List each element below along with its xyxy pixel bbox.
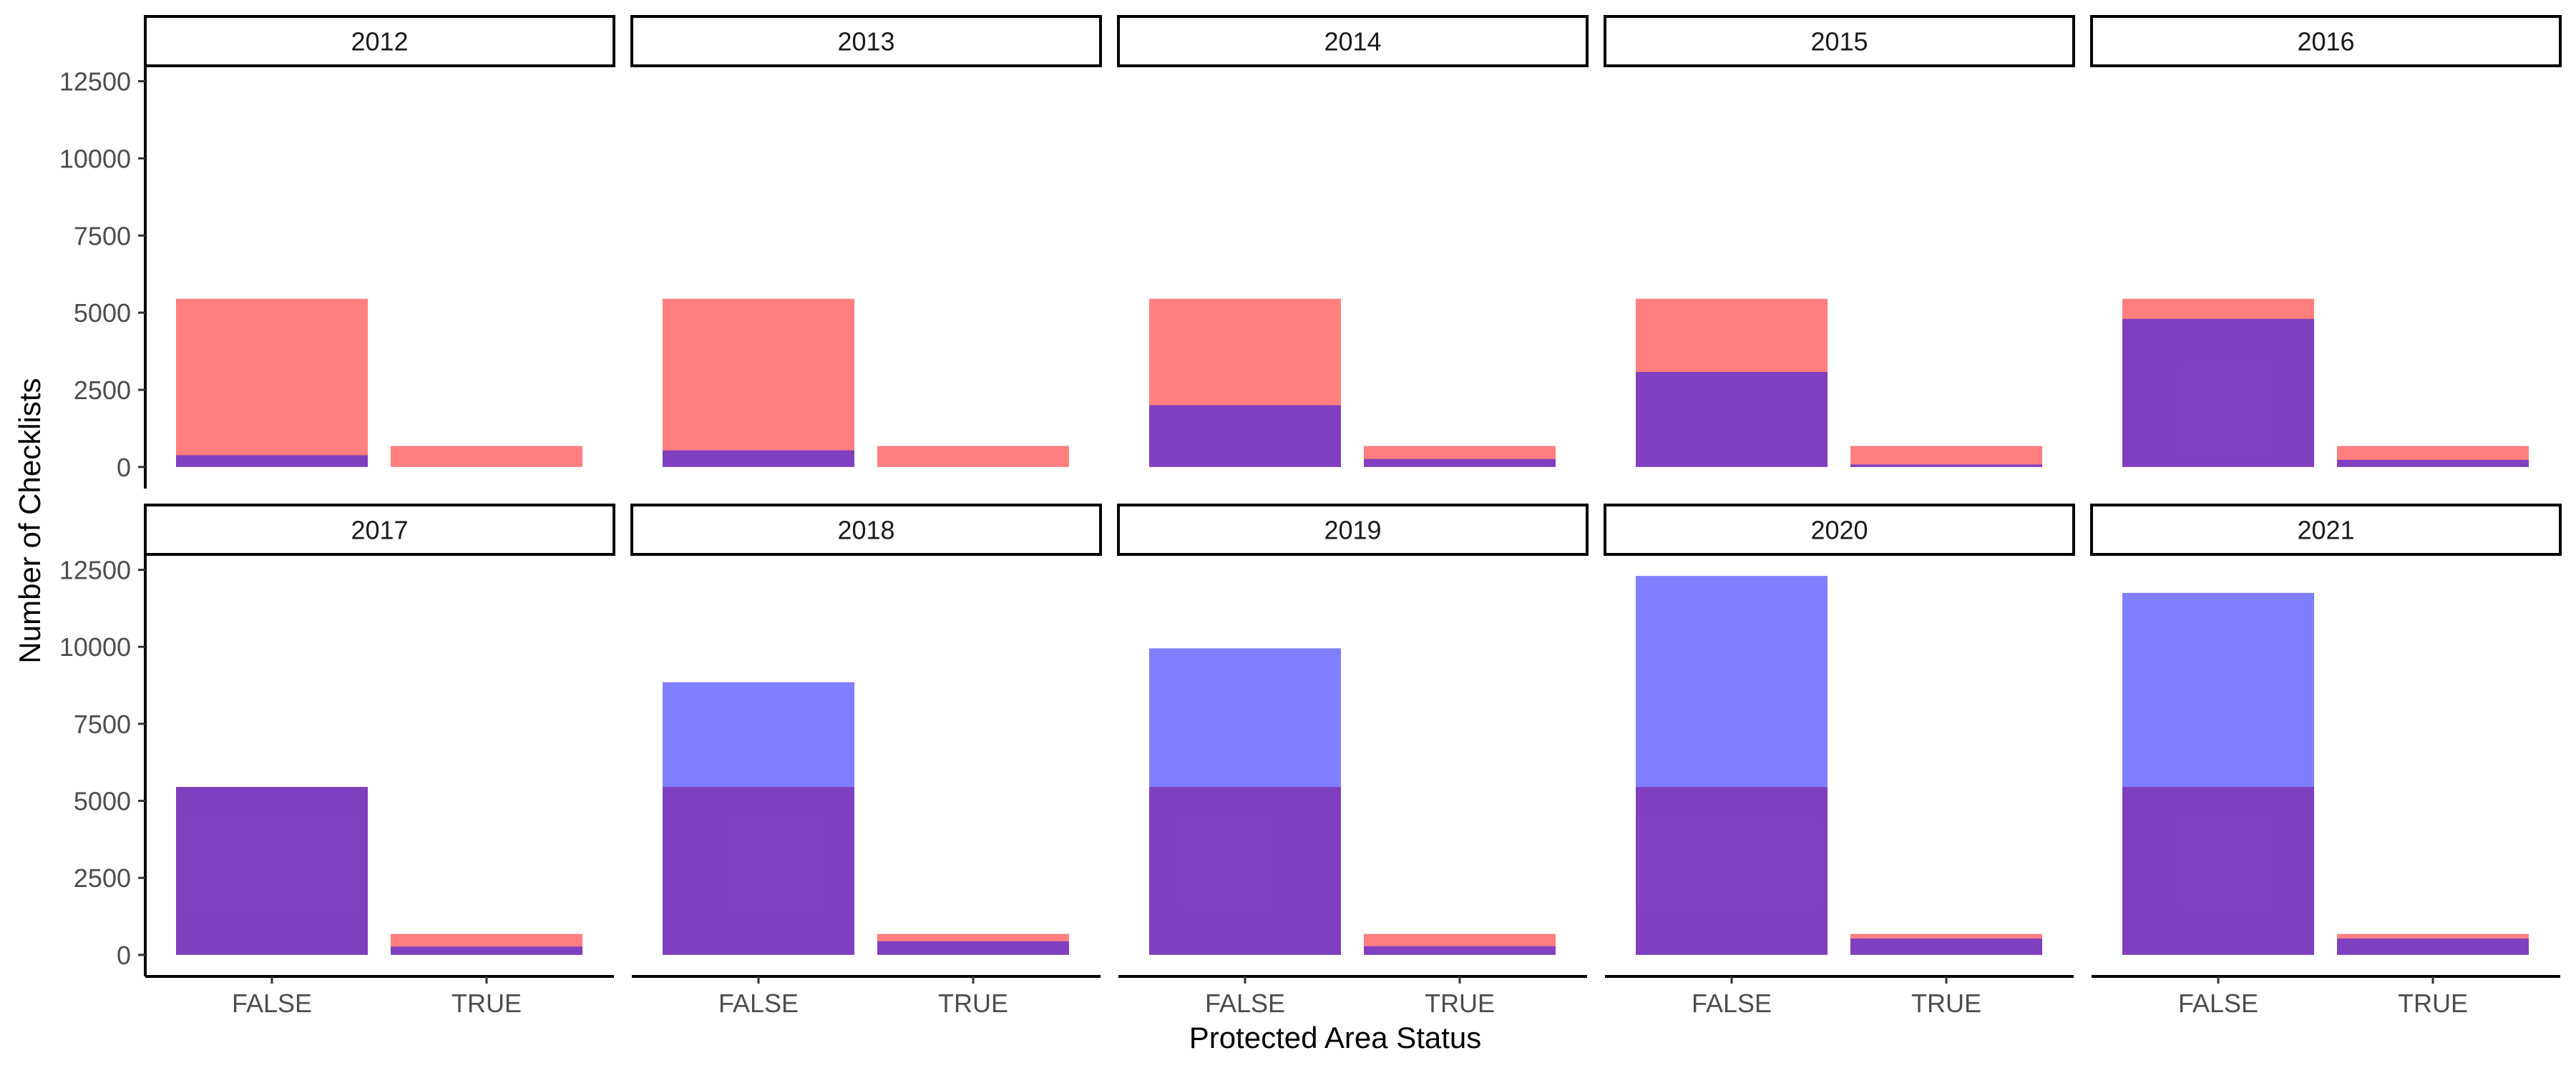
facet-strip — [630, 15, 1102, 67]
x-tick-label: TRUE — [1911, 989, 1981, 1018]
y-tick-label: 5000 — [74, 298, 131, 328]
bar-reference-false — [176, 298, 368, 467]
facet-strip — [144, 15, 615, 67]
facet-strip-label: 2015 — [1810, 27, 1868, 57]
facet-strip-label: 2018 — [837, 516, 894, 545]
y-tick-label: 10000 — [59, 632, 131, 662]
facet-strip-label: 2012 — [351, 27, 408, 57]
x-axis-title: Protected Area Status — [1189, 1021, 1482, 1054]
facet-strip — [1604, 504, 2075, 556]
y-tick-label: 2500 — [74, 863, 131, 893]
x-tick-label: TRUE — [938, 989, 1008, 1018]
facet-strip — [1117, 504, 1589, 556]
x-tick-label: FALSE — [232, 989, 312, 1018]
x-tick-label: FALSE — [1692, 989, 1772, 1018]
bar-observed-true — [391, 946, 582, 955]
facet-strip-label: 2019 — [1324, 516, 1381, 545]
bar-reference-true — [1850, 446, 2042, 467]
facet-panel-2018: 2018 FALSE TRUE — [630, 504, 1102, 1018]
facet-strip — [1117, 15, 1589, 67]
facet-strip-label: 2016 — [2297, 27, 2354, 57]
x-tick-label: FALSE — [1205, 989, 1285, 1018]
y-tick-label: 12500 — [59, 67, 131, 97]
bar-observed-true — [1364, 459, 1556, 467]
facet-strip — [1604, 15, 2075, 67]
y-tick-label: 0 — [117, 453, 131, 482]
x-tick-label: TRUE — [452, 989, 522, 1018]
bar-observed-true — [1850, 464, 2042, 467]
bar-observed-true — [1850, 939, 2042, 955]
facet-strip-label: 2014 — [1324, 27, 1381, 57]
y-tick-label: 7500 — [74, 710, 131, 739]
facet-strip — [630, 504, 1102, 556]
facet-strip-label: 2013 — [837, 27, 894, 57]
facet-panel-2020: 2020 FALSE TRUE — [1604, 504, 2075, 1018]
bar-observed-false — [176, 787, 368, 955]
bar-observed-false — [2122, 318, 2314, 467]
bar-observed-true — [877, 941, 1069, 955]
facet-strip-label: 2020 — [1810, 516, 1868, 545]
facet-panel-2016: 2016 — [2090, 15, 2562, 467]
facet-panel-2019: 2019 FALSE TRUE — [1117, 504, 1589, 1018]
bar-observed-false — [2122, 592, 2314, 955]
facet-panel-2015: 2015 — [1604, 15, 2075, 467]
bar-observed-false — [176, 455, 368, 467]
facet-strip-label: 2021 — [2297, 516, 2354, 545]
facet-panel-2017: 2017 0 2500 5000 7500 10000 12500 FALSE TRUE — [59, 504, 615, 1018]
facet-strip — [2090, 15, 2562, 67]
y-axis-title: Number of Checklists — [13, 378, 47, 663]
bar-observed-true — [1364, 946, 1556, 955]
x-tick-label: TRUE — [1425, 989, 1495, 1018]
bar-observed-true — [2337, 459, 2529, 467]
bar-reference-true — [877, 446, 1069, 467]
facet-panel-2012: 2012 0 2500 5000 7500 10000 12500 — [59, 15, 615, 489]
facet-panel-2021: 2021 FALSE TRUE — [2090, 504, 2562, 1018]
facet-strip-label: 2017 — [351, 516, 408, 545]
x-tick-label: TRUE — [2398, 989, 2468, 1018]
facet-panels: 2012 0 2500 5000 7500 10000 12500 2013 2014 2015 2… — [59, 15, 2562, 1018]
y-tick-label: 12500 — [59, 556, 131, 585]
bar-observed-false — [1149, 648, 1341, 955]
y-tick-label: 2500 — [74, 376, 131, 405]
bar-observed-false — [663, 450, 854, 467]
facet-panel-2013: 2013 — [630, 15, 1102, 467]
bar-observed-false — [1149, 405, 1341, 467]
y-tick-label: 0 — [117, 941, 131, 970]
x-tick-label: FALSE — [718, 989, 799, 1018]
bar-reference-false — [663, 298, 854, 467]
facet-strip — [144, 504, 615, 556]
facet-strip — [2090, 504, 2562, 556]
bar-observed-false — [1636, 371, 1828, 467]
y-tick-label: 10000 — [59, 144, 131, 173]
y-tick-label: 5000 — [74, 787, 131, 816]
bar-reference-true — [391, 446, 582, 467]
bar-observed-false — [1636, 576, 1828, 955]
facet-panel-2014: 2014 — [1117, 15, 1589, 467]
y-tick-label: 7500 — [74, 221, 131, 250]
bar-observed-true — [2337, 939, 2529, 955]
bar-observed-false — [663, 682, 854, 955]
x-tick-label: FALSE — [2178, 989, 2258, 1018]
